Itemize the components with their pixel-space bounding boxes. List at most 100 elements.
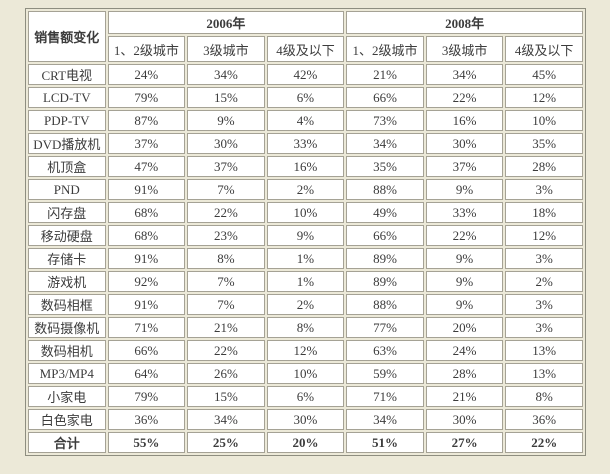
table-row: CRT电视 24% 34% 42% 21% 34% 45% (28, 64, 583, 85)
value-cell: 10% (505, 110, 583, 131)
value-cell: 22% (187, 202, 265, 223)
row-label: 存储卡 (28, 248, 106, 269)
table-header: 销售额变化 2006年 2008年 1、2级城市 3级城市 4级及以下 1、2级… (28, 11, 583, 62)
col-header-2008-tier4: 4级及以下 (505, 36, 583, 62)
value-cell: 12% (266, 340, 345, 361)
value-cell: 3% (505, 317, 583, 338)
value-cell: 64% (107, 363, 186, 384)
value-cell: 79% (107, 386, 186, 407)
total-value-cell: 27% (425, 432, 504, 453)
value-cell: 49% (346, 202, 424, 223)
col-header-2006-tier3: 3级城市 (187, 36, 265, 62)
value-cell: 8% (505, 386, 583, 407)
value-cell: 89% (346, 248, 424, 269)
value-cell: 36% (505, 409, 583, 430)
value-cell: 10% (266, 363, 345, 384)
value-cell: 68% (107, 225, 186, 246)
value-cell: 9% (425, 271, 504, 292)
table-row: 数码相框 91% 7% 2% 88% 9% 3% (28, 294, 583, 315)
sales-change-table: 销售额变化 2006年 2008年 1、2级城市 3级城市 4级及以下 1、2级… (25, 8, 586, 456)
value-cell: 42% (266, 64, 345, 85)
table-row: 存储卡 91% 8% 1% 89% 9% 3% (28, 248, 583, 269)
total-value-cell: 22% (505, 432, 583, 453)
row-label: 数码相框 (28, 294, 106, 315)
value-cell: 37% (107, 133, 186, 154)
year-header-2006: 2006年 (107, 11, 345, 34)
table-row: 白色家电 36% 34% 30% 34% 30% 36% (28, 409, 583, 430)
value-cell: 71% (346, 386, 424, 407)
value-cell: 15% (187, 386, 265, 407)
row-label: 数码摄像机 (28, 317, 106, 338)
value-cell: 87% (107, 110, 186, 131)
value-cell: 30% (425, 409, 504, 430)
value-cell: 3% (505, 179, 583, 200)
value-cell: 66% (346, 87, 424, 108)
value-cell: 92% (107, 271, 186, 292)
value-cell: 71% (107, 317, 186, 338)
table-row: 机顶盒 47% 37% 16% 35% 37% 28% (28, 156, 583, 177)
value-cell: 73% (346, 110, 424, 131)
value-cell: 2% (266, 294, 345, 315)
value-cell: 24% (425, 340, 504, 361)
value-cell: 7% (187, 294, 265, 315)
total-value-cell: 51% (346, 432, 424, 453)
col-header-2006-tier12: 1、2级城市 (107, 36, 186, 62)
value-cell: 23% (187, 225, 265, 246)
value-cell: 77% (346, 317, 424, 338)
value-cell: 12% (505, 225, 583, 246)
row-label: 机顶盒 (28, 156, 106, 177)
table-row: 数码摄像机 71% 21% 8% 77% 20% 3% (28, 317, 583, 338)
value-cell: 26% (187, 363, 265, 384)
col-header-2008-tier3: 3级城市 (425, 36, 504, 62)
value-cell: 34% (425, 64, 504, 85)
value-cell: 2% (266, 179, 345, 200)
value-cell: 37% (425, 156, 504, 177)
row-label: 白色家电 (28, 409, 106, 430)
value-cell: 28% (505, 156, 583, 177)
value-cell: 34% (346, 133, 424, 154)
total-value-cell: 20% (266, 432, 345, 453)
value-cell: 4% (266, 110, 345, 131)
table-row: 数码相机 66% 22% 12% 63% 24% 13% (28, 340, 583, 361)
corner-header: 销售额变化 (28, 11, 106, 62)
value-cell: 8% (187, 248, 265, 269)
value-cell: 12% (505, 87, 583, 108)
row-label: PND (28, 179, 106, 200)
value-cell: 66% (107, 340, 186, 361)
value-cell: 68% (107, 202, 186, 223)
table-row: LCD-TV 79% 15% 6% 66% 22% 12% (28, 87, 583, 108)
value-cell: 8% (266, 317, 345, 338)
value-cell: 45% (505, 64, 583, 85)
value-cell: 6% (266, 386, 345, 407)
value-cell: 2% (505, 271, 583, 292)
row-label: 游戏机 (28, 271, 106, 292)
row-label: 闪存盘 (28, 202, 106, 223)
value-cell: 79% (107, 87, 186, 108)
value-cell: 9% (425, 248, 504, 269)
row-label: 数码相机 (28, 340, 106, 361)
value-cell: 22% (425, 225, 504, 246)
year-header-2008: 2008年 (346, 11, 583, 34)
row-label: MP3/MP4 (28, 363, 106, 384)
col-header-2008-tier12: 1、2级城市 (346, 36, 424, 62)
value-cell: 21% (346, 64, 424, 85)
total-row: 合计 55% 25% 20% 51% 27% 22% (28, 432, 583, 453)
value-cell: 13% (505, 363, 583, 384)
value-cell: 1% (266, 248, 345, 269)
value-cell: 6% (266, 87, 345, 108)
value-cell: 33% (425, 202, 504, 223)
row-label: 小家电 (28, 386, 106, 407)
value-cell: 28% (425, 363, 504, 384)
table-row: PDP-TV 87% 9% 4% 73% 16% 10% (28, 110, 583, 131)
value-cell: 7% (187, 179, 265, 200)
value-cell: 9% (187, 110, 265, 131)
value-cell: 88% (346, 179, 424, 200)
value-cell: 91% (107, 294, 186, 315)
value-cell: 30% (266, 409, 345, 430)
col-header-2006-tier4: 4级及以下 (266, 36, 345, 62)
value-cell: 37% (187, 156, 265, 177)
row-label: LCD-TV (28, 87, 106, 108)
value-cell: 34% (346, 409, 424, 430)
value-cell: 1% (266, 271, 345, 292)
value-cell: 20% (425, 317, 504, 338)
